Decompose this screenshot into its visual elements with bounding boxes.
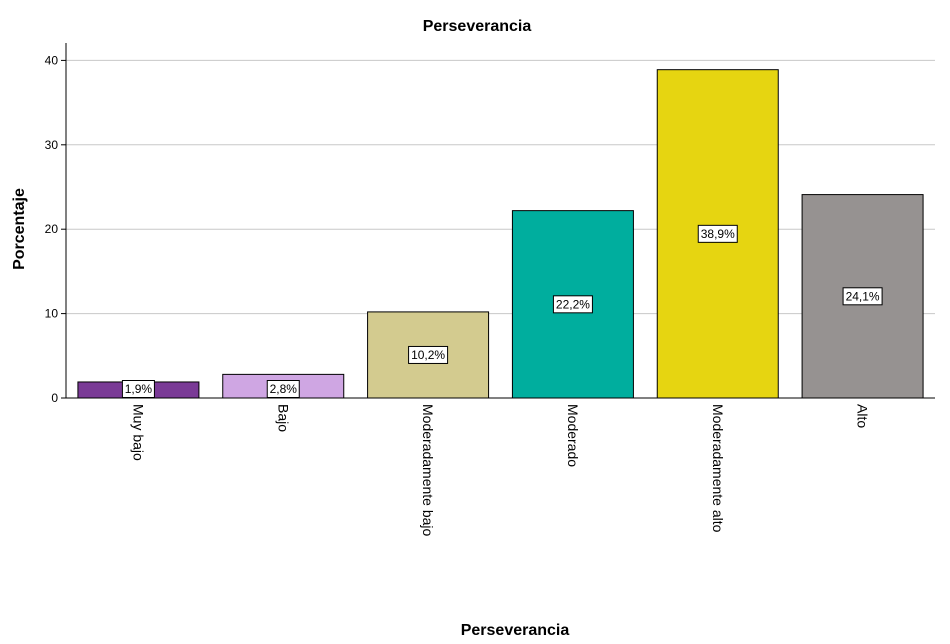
data-label-box: [552, 295, 593, 314]
y-tick-label: 30: [45, 138, 59, 152]
category-label: Moderado: [565, 404, 581, 467]
category-label: Moderadamente alto: [710, 404, 726, 533]
data-label-box: [408, 345, 449, 364]
data-label: 22,2%: [556, 297, 590, 311]
data-label: 38,9%: [701, 227, 735, 241]
y-tick-label: 0: [51, 391, 58, 405]
y-tick-label: 20: [45, 222, 59, 236]
data-label-box: [121, 380, 155, 398]
data-label-box: [842, 287, 883, 306]
category-label: Bajo: [275, 404, 291, 432]
chart-title: Perseverancia: [423, 18, 532, 35]
category-label: Alto: [855, 404, 871, 428]
category-label: Muy bajo: [130, 404, 146, 461]
axes: 0 10 20 30 40: [45, 43, 935, 405]
data-label-box: [266, 380, 300, 398]
data-label: 10,2%: [411, 348, 445, 362]
y-axis-label: Porcentaje: [11, 188, 28, 270]
y-tick-label: 10: [45, 307, 59, 321]
data-label: 24,1%: [846, 289, 880, 303]
data-label: 2,8%: [270, 382, 298, 396]
gridlines: [66, 59, 935, 315]
x-axis-label: Perseverancia: [461, 622, 570, 639]
category-label: Moderadamente bajo: [420, 404, 436, 537]
data-labels: 1,9% 2,8% 10,2% 22,2% 38,9% 24,1%: [121, 224, 883, 398]
category-labels: Muy bajo Bajo Moderadamente bajo Moderado Mo…: [130, 404, 870, 537]
bars: [77, 69, 924, 399]
data-label-box: [697, 224, 738, 243]
data-label: 1,9%: [125, 382, 153, 396]
y-tick-label: 40: [45, 53, 59, 67]
